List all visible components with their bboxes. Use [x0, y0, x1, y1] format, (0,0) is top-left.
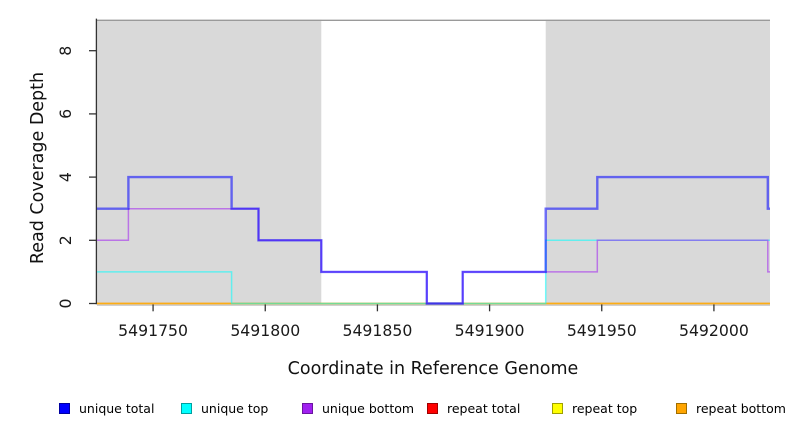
legend-item-unique-bottom: unique bottom — [302, 397, 414, 419]
legend-swatch — [552, 402, 563, 414]
shaded-region — [545, 19, 770, 304]
y-tick-label: 4 — [56, 172, 75, 182]
legend-label: repeat bottom — [696, 400, 786, 416]
shaded-regions — [97, 19, 770, 306]
x-tick-label: 5491950 — [567, 321, 637, 340]
x-tick-label: 5492000 — [679, 321, 749, 340]
series-line-unique-top — [97, 239, 770, 305]
legend: unique total unique top unique bottom repea… — [0, 397, 792, 421]
shaded-region — [97, 19, 322, 304]
legend-swatch — [59, 402, 70, 414]
legend-item-repeat-total: repeat total — [427, 397, 520, 419]
legend-label: repeat top — [572, 400, 638, 416]
legend-item-repeat-bottom: repeat bottom — [676, 397, 786, 419]
x-tick-label: 5491800 — [230, 321, 300, 340]
y-tick-label: 8 — [56, 46, 75, 56]
y-tick-label: 0 — [56, 299, 75, 309]
series-line-unique-total — [97, 175, 770, 305]
legend-item-unique-top: unique top — [181, 397, 268, 419]
y-tick-label: 2 — [56, 235, 75, 245]
legend-item-unique-total: unique total — [59, 397, 154, 419]
legend-item-repeat-top: repeat top — [552, 397, 637, 419]
axes: 0 2 4 6 8 5491750 5491800 5491850 5491900 5491950… — [56, 18, 749, 340]
x-axis-title: Coordinate in Reference Genome — [288, 359, 579, 379]
legend-label: unique bottom — [322, 400, 415, 416]
y-tick-label: 6 — [56, 109, 75, 119]
legend-label: unique total — [79, 400, 155, 416]
x-tick-label: 5491750 — [118, 321, 188, 340]
x-tick-label: 5491850 — [342, 321, 412, 340]
legend-swatch — [302, 402, 313, 414]
legend-swatch — [676, 402, 687, 414]
plot-canvas: 0 2 4 6 8 5491750 5491800 5491850 5491900 5491950… — [28, 18, 770, 379]
x-tick-label: 5491900 — [455, 321, 525, 340]
legend-swatch — [427, 402, 438, 414]
series-lines — [97, 175, 770, 305]
y-axis-title: Read Coverage Depth — [28, 72, 48, 264]
legend-label: unique top — [201, 400, 269, 416]
legend-swatch — [181, 402, 192, 414]
legend-label: repeat total — [447, 400, 521, 416]
